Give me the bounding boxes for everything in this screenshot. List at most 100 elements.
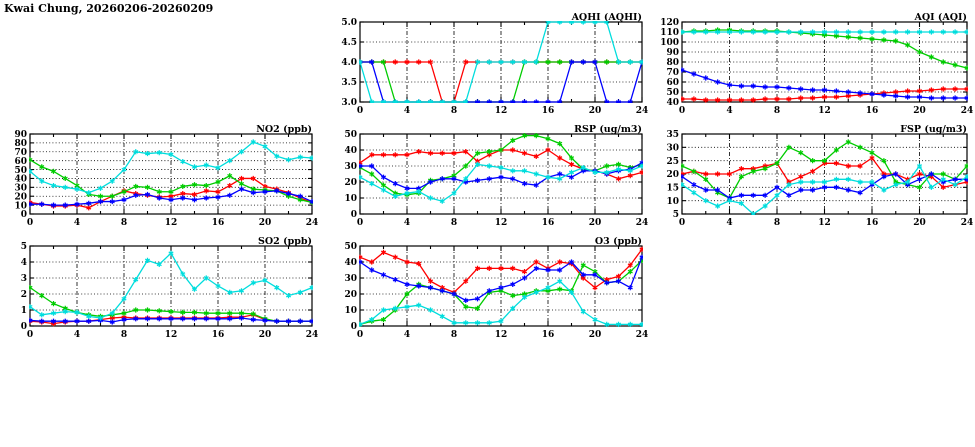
xtick-label: 20: [589, 330, 602, 340]
ytick-label: 10: [666, 197, 679, 207]
xtick-label: 12: [165, 218, 178, 228]
chart-title-so2: SO2 (ppb): [258, 236, 312, 247]
series-markers-cyan: [359, 161, 643, 204]
series-markers-blue: [359, 254, 643, 303]
ytick-label: 120: [660, 18, 679, 28]
ytick-label: 35: [666, 130, 679, 140]
page-title: Kwai Chung, 20260206-20260209: [4, 2, 214, 15]
ytick-label: 5: [21, 242, 27, 252]
panel-no2: NO2 (ppb) 0 10 20 30 40 50 60 70 80 90 0 4 8 12 16 20 24: [0, 124, 320, 232]
xtick-label: 20: [913, 218, 926, 228]
ytick-label: 4.0: [341, 58, 357, 68]
series-markers-cyan: [29, 250, 313, 321]
ytick-label: 40: [344, 258, 357, 268]
xtick-label: 8: [451, 330, 457, 340]
xtick-label: 16: [542, 106, 555, 116]
xtick-label: 16: [866, 106, 879, 116]
series-markers-cyan: [29, 139, 313, 196]
ytick-label: 3.5: [341, 78, 357, 88]
ytick-label: 15: [666, 184, 679, 194]
xtick-label: 16: [212, 218, 225, 228]
series-markers-blue: [29, 315, 313, 325]
xtick-label: 0: [357, 330, 363, 340]
xtick-label: 24: [636, 106, 649, 116]
ytick-label: 5: [673, 210, 679, 220]
xtick-label: 12: [495, 218, 508, 228]
ytick-label: 10: [344, 194, 357, 204]
xtick-label: 8: [121, 330, 127, 340]
xtick-label: 4: [74, 218, 80, 228]
panel-aqi: AQI (AQI) 40 50 60 70 80 90 100 110 120 0 4 8 12 16 20 2…: [650, 12, 975, 120]
ytick-label: 3: [21, 274, 27, 284]
series-markers-cyan: [359, 21, 643, 103]
ytick-label: 20: [666, 170, 679, 180]
xtick-label: 20: [913, 106, 926, 116]
chart-aqhi: AQHI (AQHI) 3.0 3.5 4.0 4.5 5.0 0 4 8 12 16 20 24: [341, 12, 649, 116]
ytick-label: 50: [14, 166, 27, 176]
chart-fsp: FSP (ug/m3) 5 10 15 20 25 30 35 0 4 8 12 16 20 24: [666, 124, 974, 228]
ytick-label: 50: [666, 88, 679, 98]
panel-o3: O3 (ppb) 0 10 20 30 40 50 0 4 8 12 16 20 24: [330, 236, 650, 344]
xtick-label: 16: [866, 218, 879, 228]
xtick-label: 8: [451, 218, 457, 228]
ytick-label: 30: [344, 162, 357, 172]
ytick-label: 60: [666, 78, 679, 88]
xtick-label: 12: [495, 106, 508, 116]
ytick-label: 2: [21, 290, 27, 300]
ytick-label: 40: [344, 146, 357, 156]
chart-title-aqi: AQI (AQI): [914, 12, 967, 23]
xtick-label: 20: [259, 330, 272, 340]
ytick-label: 90: [666, 48, 679, 58]
xtick-label: 0: [357, 218, 363, 228]
series-markers-cyan: [359, 278, 643, 327]
ytick-label: 30: [344, 274, 357, 284]
chart-title-aqhi: AQHI (AQHI): [571, 12, 642, 23]
ytick-label: 5.0: [341, 18, 357, 28]
series-markers-cyan: [681, 29, 968, 35]
ytick-label: 30: [666, 144, 679, 154]
ytick-label: 70: [666, 68, 679, 78]
xtick-label: 24: [636, 330, 649, 340]
chart-o3: O3 (ppb) 0 10 20 30 40 50 0 4 8 12 16 20 24: [344, 236, 649, 340]
ytick-label: 1: [21, 306, 27, 316]
xtick-label: 24: [961, 106, 974, 116]
xtick-label: 12: [818, 218, 831, 228]
xtick-label: 20: [589, 106, 602, 116]
xtick-label: 0: [357, 106, 363, 116]
ytick-label: 4: [21, 258, 27, 268]
series-markers-blue: [681, 67, 968, 101]
xtick-label: 4: [726, 218, 732, 228]
ytick-label: 20: [14, 192, 27, 202]
series-line-blue: [681, 69, 967, 99]
xtick-label: 24: [306, 330, 319, 340]
xtick-label: 0: [679, 218, 685, 228]
ytick-label: 80: [666, 58, 679, 68]
xtick-label: 12: [495, 330, 508, 340]
xtick-label: 16: [212, 330, 225, 340]
ytick-label: 40: [666, 98, 679, 108]
xtick-label: 24: [306, 218, 319, 228]
series-markers-blue: [29, 186, 313, 208]
xtick-label: 12: [818, 106, 831, 116]
ytick-label: 90: [14, 130, 27, 140]
ytick-label: 0: [21, 210, 27, 220]
series-markers-blue: [681, 171, 968, 201]
chart-title-fsp: FSP (ug/m3): [900, 124, 967, 135]
ytick-label: 50: [344, 130, 357, 140]
ytick-label: 60: [14, 157, 27, 167]
chart-title-no2: NO2 (ppb): [256, 124, 312, 135]
ytick-label: 3.0: [341, 98, 357, 108]
chart-title-o3: O3 (ppb): [595, 236, 642, 247]
chart-title-rsp: RSP (ug/m3): [574, 124, 642, 135]
ytick-label: 30: [14, 184, 27, 194]
xtick-label: 0: [679, 106, 685, 116]
xtick-label: 0: [27, 330, 33, 340]
xtick-label: 24: [961, 218, 974, 228]
panel-aqhi: AQHI (AQHI) 3.0 3.5 4.0 4.5 5.0 0 4 8 12 16 20 24: [330, 12, 650, 120]
ytick-label: 70: [14, 148, 27, 158]
ytick-label: 20: [344, 178, 357, 188]
xtick-label: 0: [27, 218, 33, 228]
